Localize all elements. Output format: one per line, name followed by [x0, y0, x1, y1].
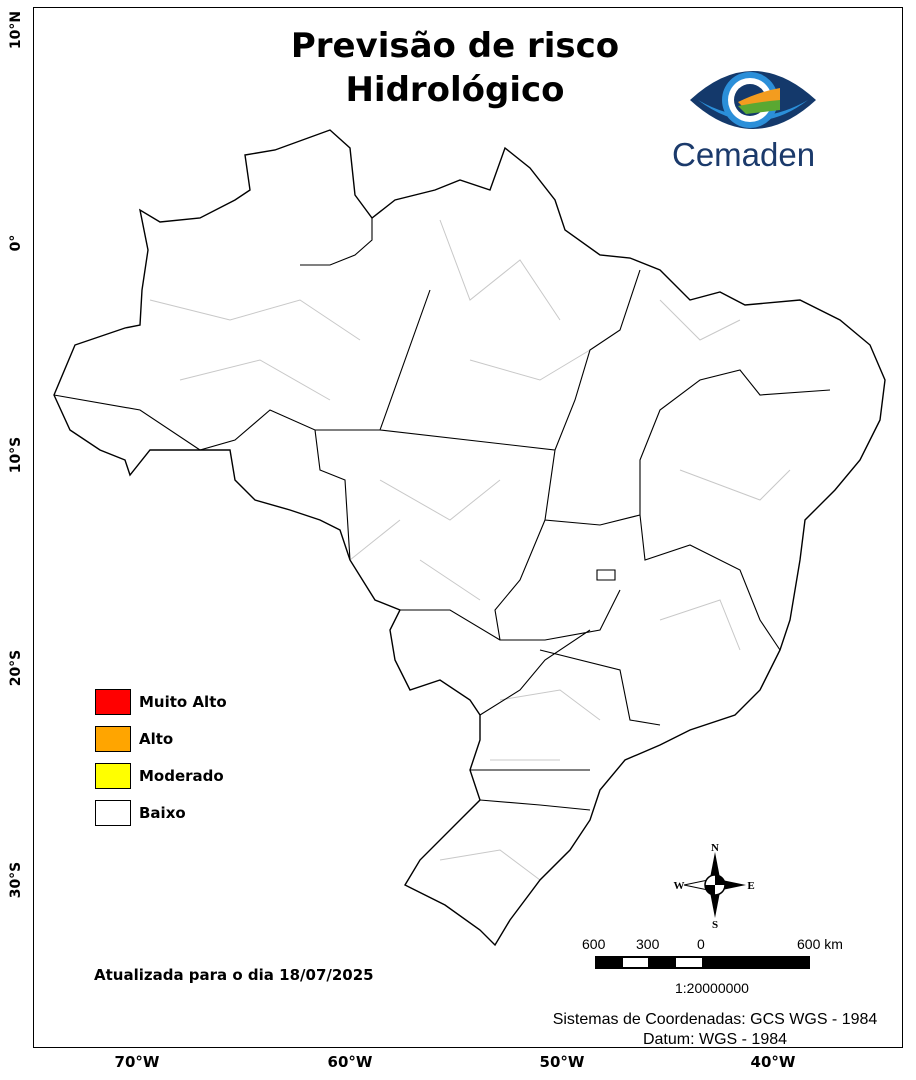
compass-s: S — [712, 919, 718, 931]
crs-line: Sistemas de Coordenadas: GCS WGS - 1984 — [552, 1011, 878, 1028]
map-title: Previsão de risco Hidrológico — [230, 24, 680, 112]
scale-label: 0 — [697, 936, 705, 952]
legend-swatch — [95, 799, 131, 826]
coordinate-system: Sistemas de Coordenadas: GCS WGS - 1984 … — [520, 1010, 910, 1050]
scale-label: 600 km — [797, 936, 843, 952]
legend-label: Muito Alto — [139, 692, 227, 711]
lon-label: 50°W — [539, 1053, 585, 1071]
lon-label: 40°W — [750, 1053, 796, 1071]
scale-ratio: 1:20000000 — [675, 980, 749, 996]
legend-item: Muito Alto — [95, 683, 227, 720]
scale-bar — [595, 956, 810, 969]
lon-label: 70°W — [114, 1053, 160, 1071]
legend-item: Baixo — [95, 794, 227, 831]
lon-label: 60°W — [327, 1053, 373, 1071]
legend-label: Moderado — [139, 766, 224, 785]
state-boundaries — [53, 218, 831, 811]
legend-swatch — [95, 688, 131, 715]
scale-label: 600 — [582, 936, 606, 952]
updated-date: Atualizada para o dia 18/07/2025 — [94, 966, 374, 984]
map-frame — [33, 7, 903, 1048]
cemaden-logo — [690, 71, 816, 129]
municipal-boundaries — [149, 219, 791, 881]
title-line-1: Previsão de risco — [290, 26, 620, 66]
legend-label: Baixo — [139, 803, 186, 822]
compass-e: E — [747, 880, 754, 892]
title-line-2: Hidrológico — [345, 70, 565, 110]
legend-swatch — [95, 762, 131, 789]
legend-item: Moderado — [95, 757, 227, 794]
legend-label: Alto — [139, 729, 174, 748]
logo-text: Cemaden — [672, 136, 816, 173]
compass-rose-icon: N S W E — [674, 842, 755, 931]
scale-label: 300 — [636, 936, 660, 952]
compass-w: W — [674, 880, 685, 892]
legend-item: Alto — [95, 720, 227, 757]
datum-line: Datum: WGS - 1984 — [642, 1031, 788, 1048]
compass-n: N — [711, 842, 719, 854]
legend: Muito Alto Alto Moderado Baixo — [95, 683, 227, 831]
legend-swatch — [95, 725, 131, 752]
